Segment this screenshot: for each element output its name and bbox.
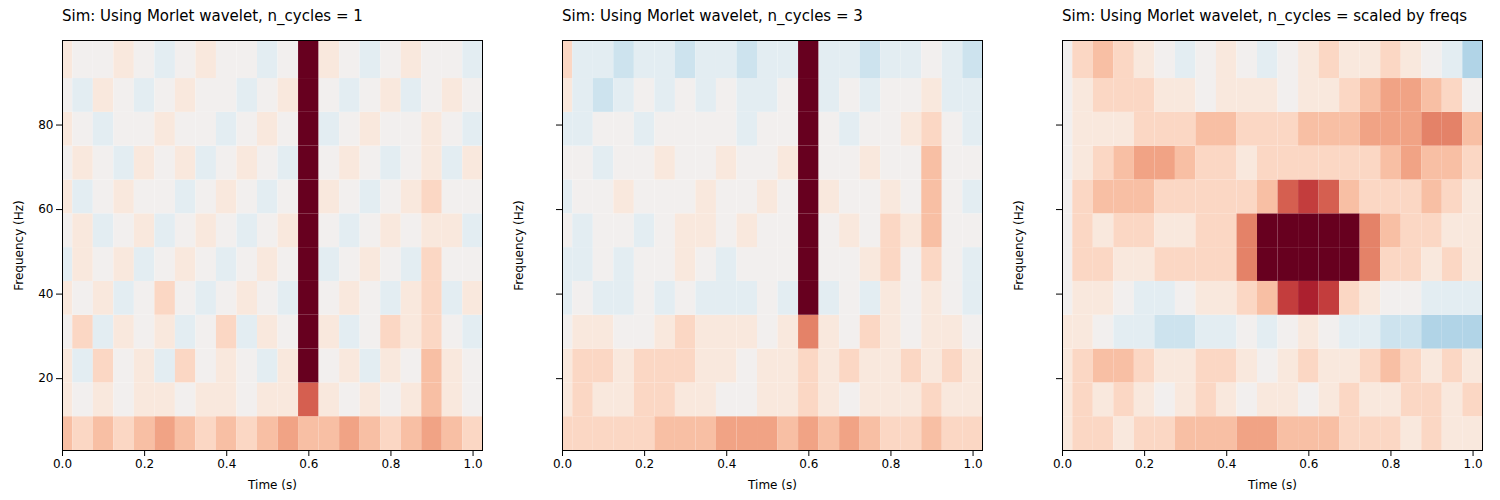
svg-text:0.2: 0.2 [135, 457, 154, 471]
svg-text:0.6: 0.6 [1299, 457, 1318, 471]
svg-text:1.0: 1.0 [464, 457, 483, 471]
html-text:Sim: Using Morlet wavelet, n_c: Sim: Using Morlet wavelet, n_cycles = 1 [62, 7, 363, 25]
svg-text:0.6: 0.6 [799, 457, 818, 471]
svg-text:40: 40 [38, 287, 53, 301]
svg-text:0.4: 0.4 [217, 457, 236, 471]
svg-text:0.0: 0.0 [1053, 457, 1072, 471]
svg-text:20: 20 [38, 371, 53, 385]
svg-text:Frequency (Hz): Frequency (Hz) [512, 200, 526, 291]
svg-text:60: 60 [38, 202, 53, 216]
svg-text:0.8: 0.8 [381, 457, 400, 471]
svg-text:80: 80 [38, 118, 53, 132]
svg-text:Frequency (Hz): Frequency (Hz) [1012, 200, 1026, 291]
svg-text:Frequency (Hz): Frequency (Hz) [12, 200, 26, 291]
svg-text:0.2: 0.2 [635, 457, 654, 471]
svg-text:0.2: 0.2 [1135, 457, 1154, 471]
svg-text:0.0: 0.0 [553, 457, 572, 471]
svg-text:0.6: 0.6 [299, 457, 318, 471]
html-text:Sim: Using Morlet wavelet, n_c: Sim: Using Morlet wavelet, n_cycles = 3 [562, 7, 863, 25]
svg-text:Time (s): Time (s) [247, 478, 297, 492]
svg-text:0.0: 0.0 [53, 457, 72, 471]
svg-text:1.0: 1.0 [964, 457, 983, 471]
svg-text:0.8: 0.8 [881, 457, 900, 471]
svg-text:Time (s): Time (s) [1247, 478, 1297, 492]
svg-text:0.4: 0.4 [1217, 457, 1236, 471]
html-text:Sim: Using Morlet wavelet, n_c: Sim: Using Morlet wavelet, n_cycles = sc… [1062, 7, 1468, 25]
svg-text:0.4: 0.4 [717, 457, 736, 471]
svg-text:Time (s): Time (s) [747, 478, 797, 492]
svg-text:1.0: 1.0 [1464, 457, 1483, 471]
svg-text:0.8: 0.8 [1381, 457, 1400, 471]
